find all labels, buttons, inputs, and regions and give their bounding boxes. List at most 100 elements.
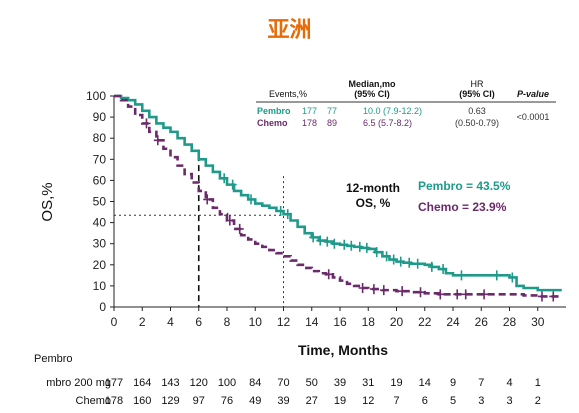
- x-tick-label: 2: [139, 315, 146, 329]
- p-header: P-value: [517, 89, 549, 99]
- annotation-pembro: Pembro = 43.5%: [418, 179, 511, 193]
- risk-cell: 70: [277, 377, 289, 389]
- y-tick-label: 70: [93, 152, 107, 166]
- censor-mark-chemo: [324, 269, 333, 280]
- censor-mark-chemo: [379, 285, 388, 296]
- y-tick-label: 30: [93, 237, 107, 251]
- y-tick-label: 0: [99, 300, 106, 314]
- x-tick-label: 14: [305, 315, 319, 329]
- risk-cell: 9: [450, 377, 456, 389]
- censor-mark-chemo: [549, 291, 558, 302]
- x-tick-label: 26: [475, 315, 489, 329]
- censor-mark-chemo: [436, 289, 445, 300]
- curve-chemo: [114, 94, 562, 298]
- y-tick-label: 100: [86, 89, 106, 103]
- risk-cell: 1: [535, 377, 541, 389]
- annotation-label-2: OS, %: [356, 196, 391, 210]
- hr-ci-header: (95% CI): [459, 89, 495, 99]
- risk-cell: 164: [133, 377, 151, 389]
- hr-header: HR: [471, 79, 484, 89]
- legend-pembro-n: 177: [302, 106, 317, 116]
- censor-mark-chemo: [453, 289, 462, 300]
- risk-cell: 3: [478, 395, 484, 407]
- censor-mark-pembro: [405, 257, 414, 268]
- legend-pembro-arm: Pembro: [257, 106, 291, 116]
- risk-cell: 2: [535, 395, 541, 407]
- y-tick-label: 60: [93, 173, 107, 187]
- censor-mark-chemo: [142, 118, 151, 129]
- legend-chemo-n: 178: [302, 118, 317, 128]
- risk-cell: 39: [334, 377, 346, 389]
- censor-mark-pembro: [427, 261, 436, 272]
- censor-mark-pembro: [396, 256, 405, 267]
- censor-mark-pembro: [247, 194, 256, 205]
- risk-table-title: Pembro: [34, 353, 73, 365]
- legend-hr: 0.63: [468, 106, 486, 116]
- censor-mark-pembro: [355, 241, 364, 252]
- legend-p-value: <0.0001: [517, 112, 550, 122]
- censor-mark-chemo: [203, 194, 212, 205]
- risk-cell: 49: [249, 395, 261, 407]
- censor-mark-pembro: [347, 240, 356, 251]
- censor-mark-chemo: [480, 289, 489, 300]
- risk-row-label-pembro: mbro 200 mg: [46, 377, 111, 389]
- median-header: Median,mo: [348, 79, 396, 89]
- risk-cell: 160: [133, 395, 151, 407]
- x-tick-label: 0: [111, 315, 118, 329]
- risk-cell: 5: [450, 395, 456, 407]
- y-axis-title: OS,%: [39, 182, 56, 221]
- legend-hr-ci: (0.50-0.79): [455, 118, 499, 128]
- x-tick-label: 16: [333, 315, 347, 329]
- censor-mark-chemo: [235, 223, 244, 234]
- y-tick-label: 20: [93, 258, 107, 272]
- page-title: 亚洲: [267, 18, 312, 43]
- risk-table: Pembro mbro 200 mg Chemo 177 164 143 120 100…: [34, 353, 541, 407]
- censor-mark-chemo: [461, 289, 470, 300]
- x-tick-label: 28: [503, 315, 517, 329]
- censor-mark-pembro: [439, 264, 448, 275]
- censor-mark-pembro: [382, 251, 391, 262]
- risk-cell: 7: [478, 377, 484, 389]
- risk-cell: 129: [161, 395, 179, 407]
- censor-mark-chemo: [416, 287, 425, 298]
- risk-cell: 27: [306, 395, 318, 407]
- censor-mark-pembro: [362, 242, 371, 253]
- risk-cell: 84: [249, 377, 261, 389]
- risk-cell: 97: [193, 395, 205, 407]
- risk-cell: 6: [422, 395, 428, 407]
- censor-mark-pembro: [309, 232, 318, 243]
- risk-cell: 3: [506, 395, 512, 407]
- censor-mark-pembro: [323, 236, 332, 247]
- legend-chemo-median: 6.5 (5.7-8.2): [363, 118, 412, 128]
- x-tick-label: 20: [390, 315, 404, 329]
- censor-mark-pembro: [228, 179, 237, 190]
- risk-cell: 12: [362, 395, 374, 407]
- risk-cell: 14: [419, 377, 431, 389]
- censor-mark-pembro: [340, 239, 349, 250]
- risk-cell: 178: [105, 395, 123, 407]
- events-header: Events,%: [269, 89, 307, 99]
- censor-mark-pembro: [508, 272, 517, 283]
- risk-cell: 50: [306, 377, 318, 389]
- censor-mark-pembro: [220, 173, 229, 184]
- censor-mark-pembro: [457, 270, 466, 281]
- y-tick-label: 90: [93, 110, 107, 124]
- x-axis-title: Time, Months: [298, 342, 388, 358]
- annotation-label-1: 12-month: [346, 181, 400, 195]
- legend-table: Median,mo Events,% (95% CI) HR (95% CI) …: [256, 79, 556, 128]
- risk-cell: 4: [506, 377, 512, 389]
- x-tick-label: 8: [224, 315, 231, 329]
- censor-mark-chemo: [537, 291, 546, 302]
- censor-mark-chemo: [358, 283, 367, 294]
- curve-pembro: [114, 94, 562, 292]
- censor-mark-chemo: [398, 286, 407, 297]
- y-tick-label: 50: [93, 195, 107, 209]
- legend-pembro-events: 77: [327, 106, 337, 116]
- x-tick-label: 6: [195, 315, 202, 329]
- x-tick-label: 30: [531, 315, 545, 329]
- x-tick-label: 12: [277, 315, 291, 329]
- y-tick-label: 80: [93, 131, 107, 145]
- risk-cell: 7: [393, 395, 399, 407]
- legend-chemo-arm: Chemo: [257, 118, 288, 128]
